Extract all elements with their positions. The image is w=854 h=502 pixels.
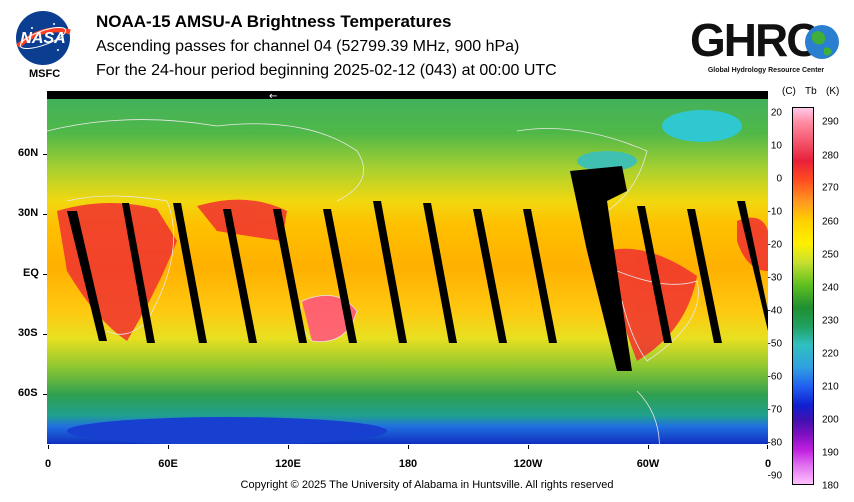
colorbar-celsius-tick: -10 bbox=[767, 206, 782, 218]
lon-label-180: 180 bbox=[398, 458, 418, 470]
colorbar-celsius-tick: -70 bbox=[767, 404, 782, 416]
lon-label-0: 0 bbox=[44, 458, 52, 470]
colorbar-celsius-tick: 10 bbox=[770, 140, 782, 152]
nasa-logo: NASA bbox=[16, 11, 71, 65]
lon-tick bbox=[288, 445, 289, 449]
orbit-gaps bbox=[67, 166, 768, 371]
colorbar-kelvin-tick: 290 bbox=[822, 116, 839, 128]
lat-tick bbox=[43, 334, 47, 335]
orbit-direction-arrow: ← bbox=[269, 91, 277, 102]
lat-label-60s: 60S bbox=[18, 387, 38, 399]
copyright-notice: Copyright © 2025 The University of Alaba… bbox=[240, 479, 614, 491]
colorbar-kelvin-tick: 200 bbox=[822, 414, 839, 426]
colorbar-celsius-tick: 20 bbox=[770, 107, 782, 119]
lat-label-30n: 30N bbox=[18, 207, 39, 219]
colorbar-kelvin-tick: 240 bbox=[822, 282, 839, 294]
lon-label-120e: 120E bbox=[275, 458, 301, 470]
colorbar-celsius-tick: -20 bbox=[767, 239, 782, 251]
lat-tick bbox=[43, 214, 47, 215]
colorbar-celsius-tick: -60 bbox=[767, 371, 782, 383]
colorbar-kelvin-tick: 210 bbox=[822, 381, 839, 393]
lat-label-30s: 30S bbox=[18, 327, 38, 339]
colorbar-kelvin-tick: 260 bbox=[822, 216, 839, 228]
colorbar-kelvin-tick: 230 bbox=[822, 315, 839, 327]
lat-tick bbox=[43, 154, 47, 155]
lat-label-eq: EQ bbox=[23, 267, 39, 279]
lon-tick bbox=[528, 445, 529, 449]
colorbar-kelvin-tick: 190 bbox=[822, 447, 839, 459]
colorbar-kelvin-tick: 280 bbox=[822, 150, 839, 162]
lon-label-120w: 120W bbox=[513, 458, 543, 470]
lat-tick bbox=[43, 394, 47, 395]
lon-tick bbox=[168, 445, 169, 449]
lon-label-60w: 60W bbox=[636, 458, 660, 470]
lat-label-60n: 60N bbox=[18, 147, 39, 159]
period-subtitle: For the 24-hour period beginning 2025-02… bbox=[96, 62, 557, 79]
lon-label-0-east: 0 bbox=[764, 458, 772, 470]
nasa-logo-text: NASA bbox=[20, 30, 65, 47]
colorbar bbox=[792, 107, 814, 485]
colorbar-celsius-tick: -30 bbox=[767, 272, 782, 284]
colorbar-kelvin-tick: 180 bbox=[822, 480, 839, 492]
ghrc-logo-text: GHRC bbox=[690, 14, 818, 66]
colorbar-kelvin-tick: 270 bbox=[822, 182, 839, 194]
colorbar-celsius-tick: -90 bbox=[767, 470, 782, 482]
colorbar-celsius-tick: -80 bbox=[767, 437, 782, 449]
colorbar-kelvin-header: (K) bbox=[826, 86, 840, 97]
lon-tick bbox=[648, 445, 649, 449]
msfc-label: MSFC bbox=[29, 68, 61, 80]
ghrc-logo: GHRC Global Hydrology Resource Center bbox=[690, 14, 839, 74]
lon-tick bbox=[408, 445, 409, 449]
colorbar-kelvin-tick: 220 bbox=[822, 348, 839, 360]
lat-tick bbox=[43, 274, 47, 275]
channel-subtitle: Ascending passes for channel 04 (52799.3… bbox=[96, 38, 520, 55]
colorbar-celsius-tick: -50 bbox=[767, 338, 782, 350]
lon-tick bbox=[48, 445, 49, 449]
colorbar-tb-header: Tb bbox=[805, 86, 817, 97]
lon-tick bbox=[767, 445, 768, 449]
colorbar-celsius-tick: 0 bbox=[776, 173, 782, 185]
brightness-temperature-map: ← bbox=[47, 91, 768, 444]
no-data-band bbox=[47, 91, 768, 99]
ghrc-caption: Global Hydrology Resource Center bbox=[708, 67, 825, 74]
colorbar-kelvin-tick: 250 bbox=[822, 249, 839, 261]
page-title: NOAA-15 AMSU-A Brightness Temperatures bbox=[96, 12, 452, 31]
colorbar-celsius-tick: -40 bbox=[767, 305, 782, 317]
lon-label-60e: 60E bbox=[158, 458, 178, 470]
colorbar-celsius-header: (C) bbox=[782, 86, 796, 97]
